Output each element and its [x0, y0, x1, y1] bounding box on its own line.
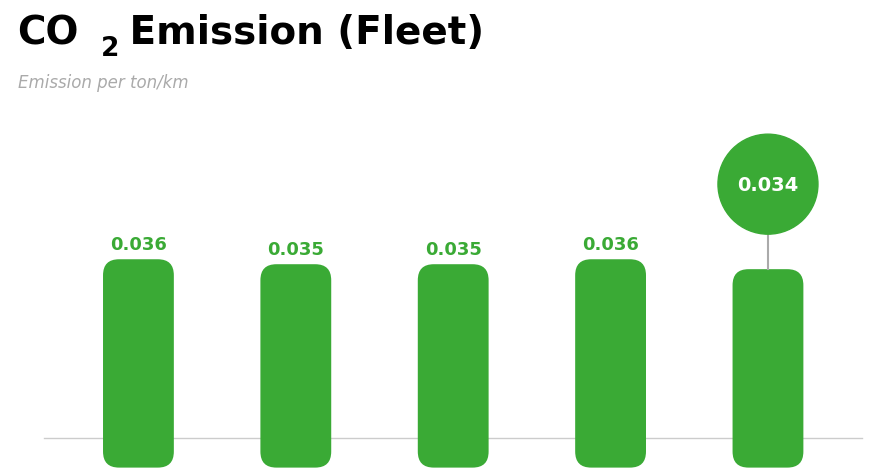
FancyBboxPatch shape	[103, 260, 174, 467]
Text: 0.036: 0.036	[583, 236, 639, 254]
Text: Emission (Fleet): Emission (Fleet)	[116, 14, 484, 52]
Text: 0.035: 0.035	[268, 241, 324, 259]
FancyBboxPatch shape	[260, 265, 331, 467]
Circle shape	[718, 135, 818, 235]
Text: Emission per ton/km: Emission per ton/km	[18, 74, 188, 92]
Text: 2: 2	[101, 36, 120, 62]
Text: 0.036: 0.036	[110, 236, 167, 254]
FancyBboxPatch shape	[732, 269, 803, 467]
FancyBboxPatch shape	[418, 265, 488, 467]
Text: CO: CO	[18, 14, 79, 52]
Text: 0.034: 0.034	[737, 175, 798, 194]
Text: 0.035: 0.035	[425, 241, 481, 259]
FancyBboxPatch shape	[576, 260, 646, 467]
